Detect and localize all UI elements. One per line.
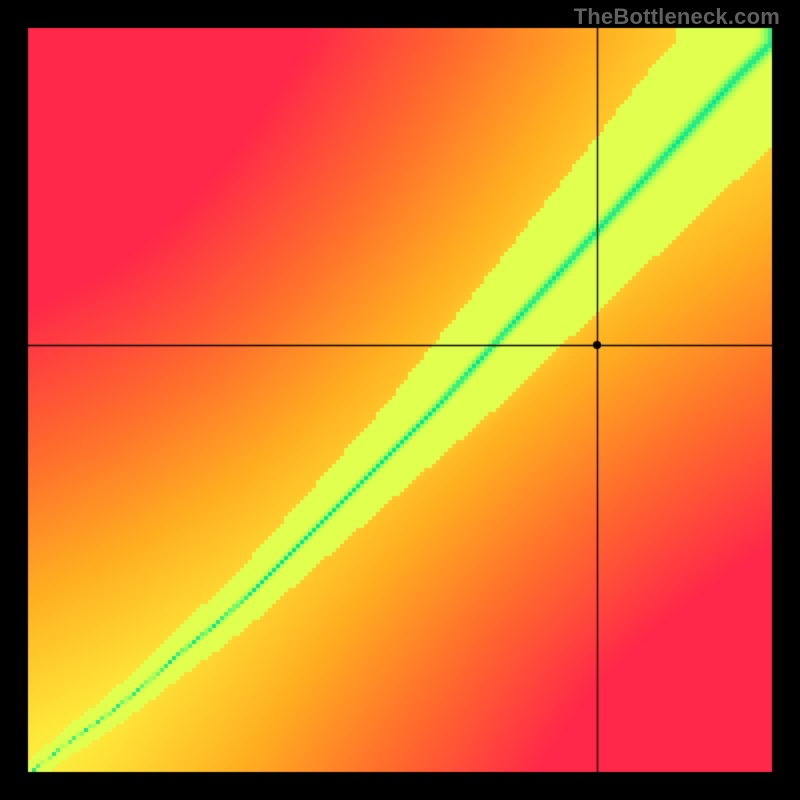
chart-container: TheBottleneck.com [0, 0, 800, 800]
watermark-label: TheBottleneck.com [574, 4, 780, 30]
bottleneck-heatmap-canvas [0, 0, 800, 800]
